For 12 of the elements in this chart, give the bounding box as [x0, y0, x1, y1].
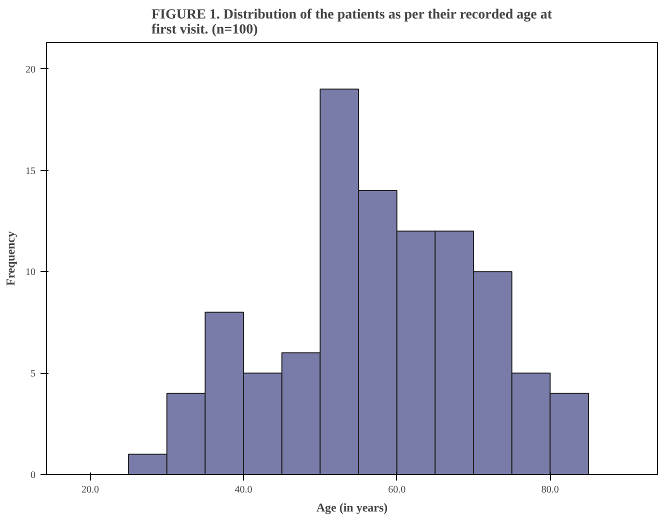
y-tick-label: 10	[26, 267, 36, 278]
x-tick-label: 40.0	[234, 484, 252, 496]
x-axis-title: Age (in years)	[316, 500, 388, 514]
chart-title: FIGURE 1. Distribution of the patients as per their recorded age at first visit. (n=100)	[151, 8, 552, 38]
y-tick-label: 5	[30, 368, 36, 380]
y-axis-title: Frequency	[4, 231, 18, 286]
y-tick-label: 15	[26, 166, 36, 177]
y-tick-label: 20	[26, 64, 36, 76]
y-tick-label: 0	[30, 470, 36, 481]
x-tick-label: 60.0	[388, 484, 406, 496]
x-tick-label: 80.0	[541, 484, 559, 496]
x-tick-label: 20.0	[81, 484, 99, 496]
